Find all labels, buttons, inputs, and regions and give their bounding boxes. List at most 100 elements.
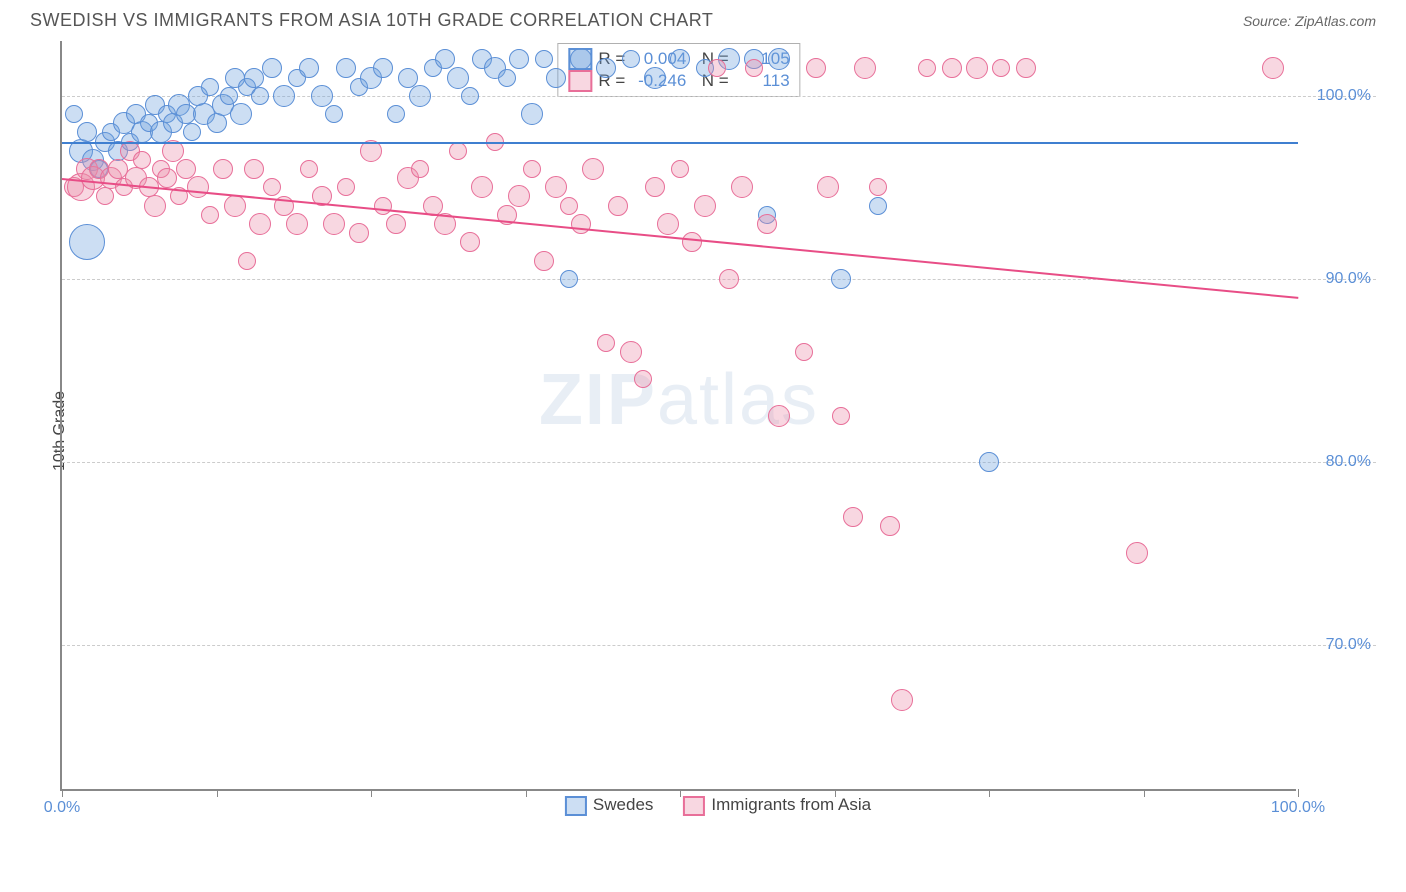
data-point	[213, 159, 233, 179]
data-point	[869, 197, 887, 215]
data-point	[560, 270, 578, 288]
data-point	[657, 213, 679, 235]
data-point	[157, 168, 177, 188]
data-point	[1126, 542, 1148, 564]
data-point	[251, 87, 269, 105]
data-point	[992, 59, 1010, 77]
data-point	[207, 113, 227, 133]
data-point	[77, 122, 97, 142]
x-tick-label: 0.0%	[44, 799, 80, 817]
data-point	[608, 196, 628, 216]
data-point	[409, 85, 431, 107]
data-point	[249, 213, 271, 235]
data-point	[719, 269, 739, 289]
data-point	[521, 103, 543, 125]
legend-swatch	[568, 70, 592, 92]
y-tick-label: 90.0%	[1326, 270, 1371, 288]
legend-item: Immigrants from Asia	[683, 795, 871, 816]
data-point	[300, 160, 318, 178]
data-point	[238, 252, 256, 270]
data-point	[622, 50, 640, 68]
data-point	[891, 689, 913, 711]
data-point	[187, 176, 209, 198]
data-point	[670, 49, 690, 69]
data-point	[337, 178, 355, 196]
data-point	[817, 176, 839, 198]
data-point	[509, 49, 529, 69]
data-point	[535, 50, 553, 68]
watermark: ZIPatlas	[539, 359, 819, 441]
data-point	[230, 103, 252, 125]
data-point	[220, 87, 238, 105]
data-point	[471, 176, 493, 198]
data-point	[682, 232, 702, 252]
data-point	[373, 58, 393, 78]
data-point	[460, 232, 480, 252]
data-point	[461, 87, 479, 105]
trend-line	[62, 142, 1298, 144]
data-point	[918, 59, 936, 77]
data-point	[620, 341, 642, 363]
legend-item: Swedes	[565, 795, 653, 816]
data-point	[645, 177, 665, 197]
data-point	[244, 159, 264, 179]
data-point	[708, 59, 726, 77]
data-point	[597, 334, 615, 352]
data-point	[854, 57, 876, 79]
data-point	[546, 68, 566, 88]
data-point	[447, 67, 469, 89]
data-point	[942, 58, 962, 78]
data-point	[1016, 58, 1036, 78]
x-tick	[989, 789, 990, 797]
data-point	[323, 213, 345, 235]
data-point	[176, 159, 196, 179]
data-point	[880, 516, 900, 536]
data-point	[831, 269, 851, 289]
data-point	[806, 58, 826, 78]
x-tick	[62, 789, 63, 797]
data-point	[435, 49, 455, 69]
data-point	[299, 58, 319, 78]
x-tick	[217, 789, 218, 797]
data-point	[69, 224, 105, 260]
chart-source: Source: ZipAtlas.com	[1243, 13, 1376, 29]
chart-container: 10th Grade ZIPatlas R = 0.004 N = 105R =…	[60, 41, 1376, 821]
data-point	[263, 178, 281, 196]
data-point	[133, 151, 151, 169]
data-point	[768, 405, 790, 427]
data-point	[768, 48, 790, 70]
data-point	[349, 223, 369, 243]
data-point	[224, 195, 246, 217]
data-point	[144, 195, 166, 217]
plot-area: ZIPatlas R = 0.004 N = 105R = -0.246 N =…	[60, 41, 1296, 791]
data-point	[757, 214, 777, 234]
data-point	[570, 48, 592, 70]
data-point	[832, 407, 850, 425]
data-point	[498, 69, 516, 87]
data-point	[96, 187, 114, 205]
data-point	[571, 214, 591, 234]
data-point	[374, 197, 392, 215]
data-point	[795, 343, 813, 361]
legend-n-value: 113	[735, 71, 790, 91]
grid-line	[62, 645, 1376, 646]
data-point	[411, 160, 429, 178]
data-point	[582, 158, 604, 180]
data-point	[869, 178, 887, 196]
x-tick	[1298, 789, 1299, 797]
data-point	[201, 206, 219, 224]
data-point	[311, 85, 333, 107]
data-point	[523, 160, 541, 178]
data-point	[534, 251, 554, 271]
data-point	[336, 58, 356, 78]
data-point	[398, 68, 418, 88]
data-point	[449, 142, 467, 160]
data-point	[508, 185, 530, 207]
data-point	[966, 57, 988, 79]
legend-label: Swedes	[593, 795, 653, 814]
x-tick-label: 100.0%	[1271, 799, 1325, 817]
y-tick-label: 100.0%	[1317, 87, 1371, 105]
data-point	[387, 105, 405, 123]
trend-line	[62, 178, 1298, 299]
data-point	[286, 213, 308, 235]
